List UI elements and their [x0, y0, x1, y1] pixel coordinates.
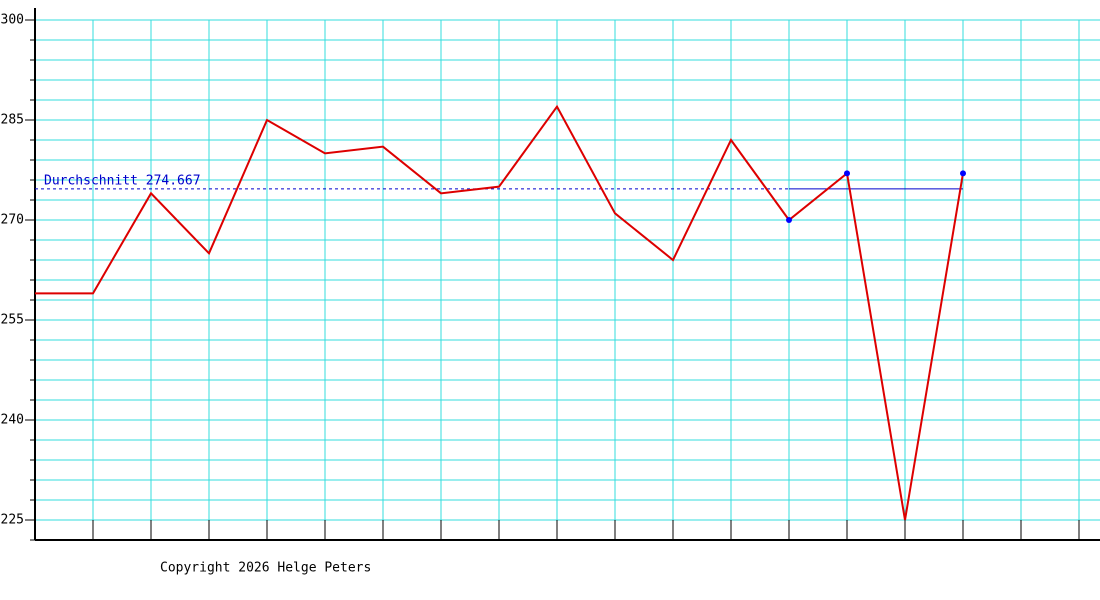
point-marker [960, 170, 966, 177]
y-tick-label: 270 [1, 213, 24, 228]
y-tick-label: 255 [1, 313, 24, 328]
y-tick-label: 225 [1, 513, 24, 528]
copyright: Copyright 2026 Helge Peters [160, 561, 371, 576]
y-tick-label: 300 [1, 13, 24, 28]
point-marker [786, 217, 792, 223]
y-tick-label: 285 [1, 113, 24, 128]
y-tick-label: 240 [1, 413, 24, 428]
data-line [35, 104, 964, 521]
point-marker [844, 170, 850, 177]
average-label: Durchschnitt 274.667 [44, 173, 201, 188]
